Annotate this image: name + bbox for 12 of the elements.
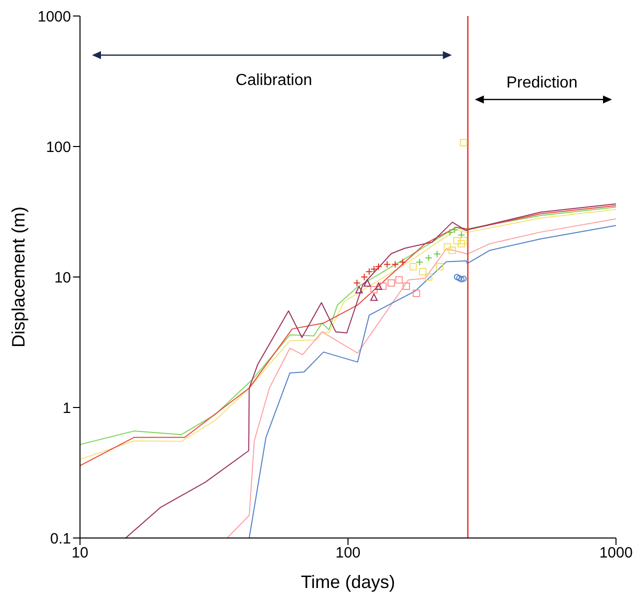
y-tick-label: 10 [54,269,71,286]
y-tick-label: 0.1 [50,530,71,548]
annotation: Calibration [236,72,312,90]
y-tick-label: 1000 [38,8,71,26]
x-tick-label: 100 [335,544,361,562]
x-tick-label: 10 [72,544,88,562]
y-axis-title: Displacement (m) [8,206,28,348]
x-tick-label: 1000 [599,544,633,562]
y-tick-label: 1 [62,400,71,417]
x-axis-title: Time (days) [300,572,396,592]
y-tick-label: 100 [46,138,71,156]
annotation: Prediction [506,74,578,92]
